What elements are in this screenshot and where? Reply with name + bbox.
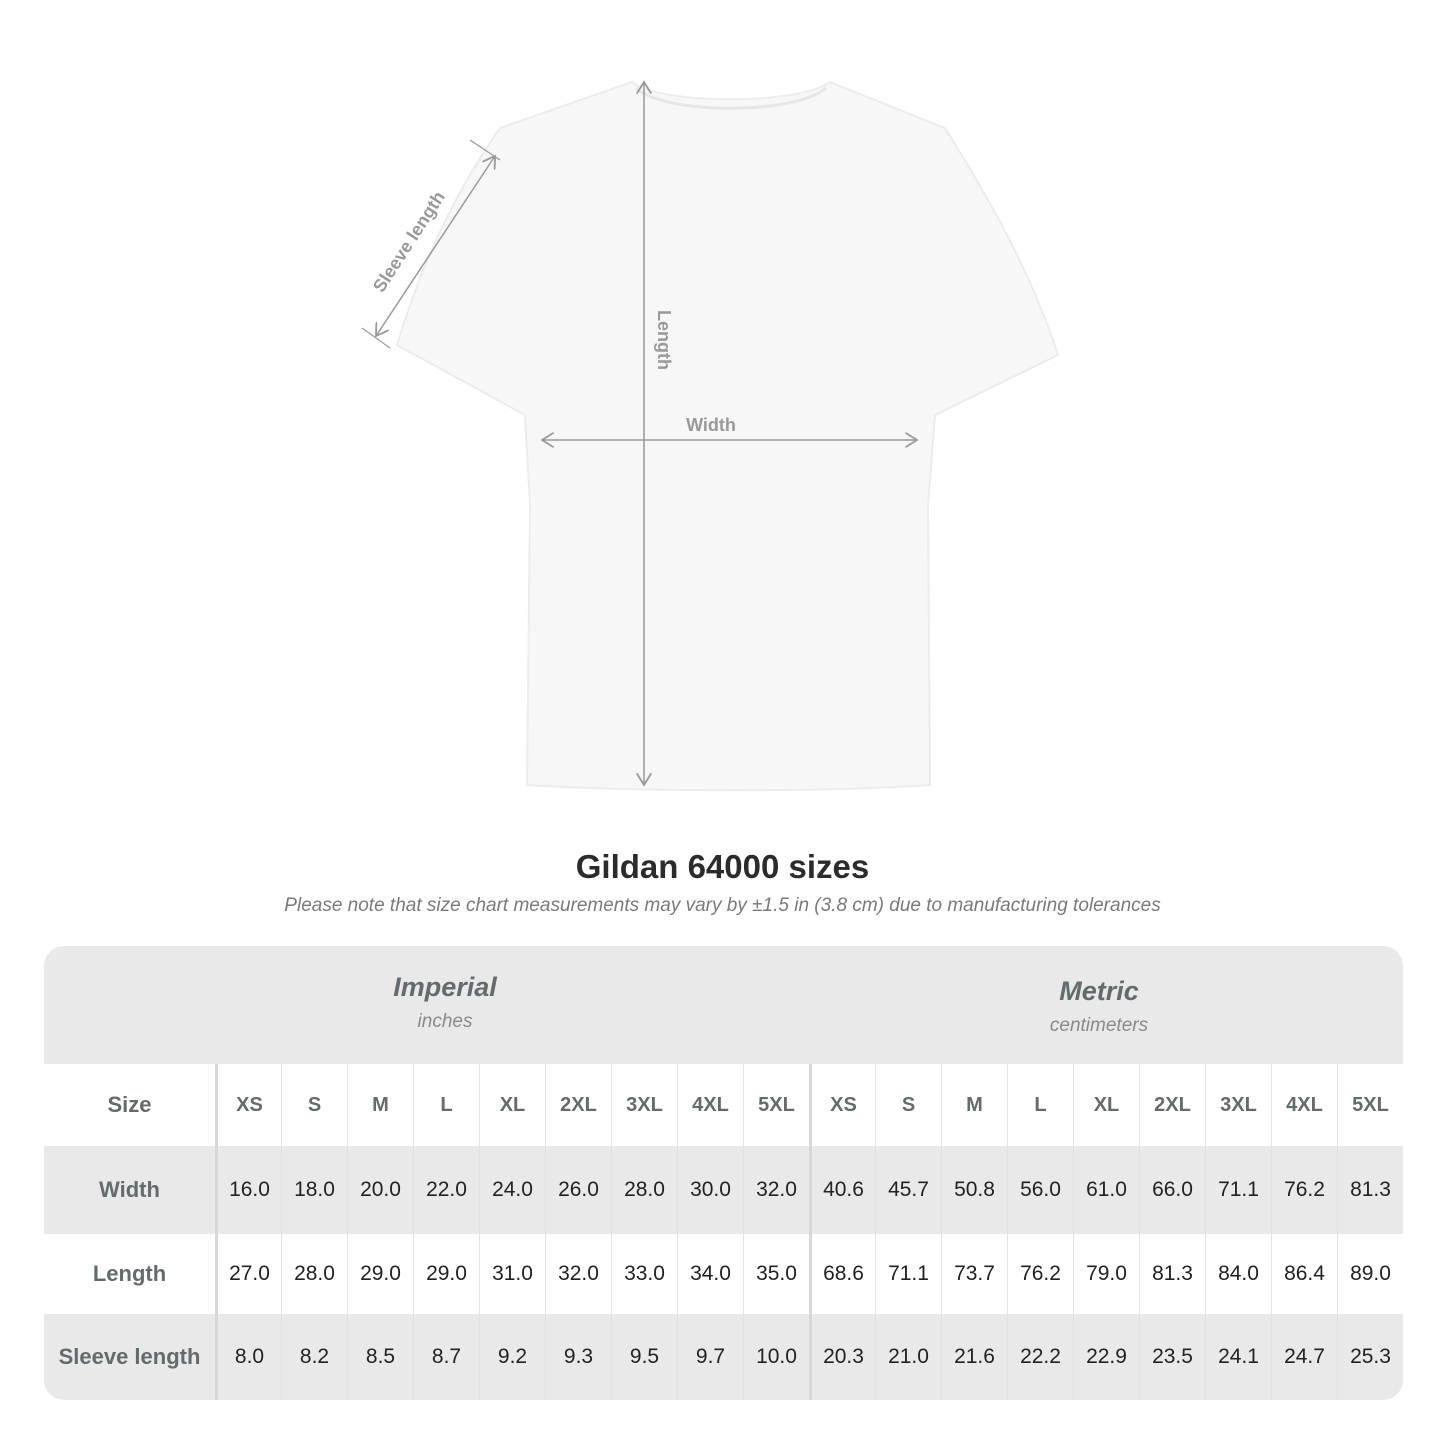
size-row: Size XS S M L XL 2XL 3XL 4XL 5XL XS S M L XL 2XL 3XL 4XL 5…: [44, 1064, 1403, 1146]
tolerance-note: Please note that size chart measurements…: [284, 895, 1161, 916]
metric-width-cell: 66.0: [1139, 1146, 1205, 1234]
width-label: Width: [686, 415, 736, 435]
row-label: Length: [92, 1261, 167, 1286]
imperial-size-header: 3XL: [611, 1064, 677, 1146]
metric-width-cell: 56.0: [1007, 1146, 1073, 1234]
metric-width-cell: 50.8: [941, 1146, 1007, 1234]
imperial-size-header: M: [347, 1064, 413, 1146]
row-label: Sleeve length: [58, 1344, 201, 1369]
metric-sleeve-cell: 20.3: [809, 1314, 875, 1400]
imperial-header: Imperial inches: [215, 946, 675, 1064]
metric-size-header: XL: [1073, 1064, 1139, 1146]
imperial-sleeve-cell: 9.3: [545, 1314, 611, 1400]
metric-width-cell: 61.0: [1073, 1146, 1139, 1234]
imperial-length-cell: 31.0: [479, 1234, 545, 1314]
size-table: Imperial inches Metric centimeters Size X…: [44, 946, 1403, 1400]
metric-width-cell: 40.6: [809, 1146, 875, 1234]
metric-length-cell: 81.3: [1139, 1234, 1205, 1314]
metric-width-cell: 81.3: [1337, 1146, 1403, 1234]
imperial-title: Imperial: [393, 972, 497, 1002]
metric-sleeve-cell: 24.7: [1271, 1314, 1337, 1400]
metric-sleeve-cell: 25.3: [1337, 1314, 1403, 1400]
length-row: Length 27.0 28.0 29.0 29.0 31.0 32.0 33.0 34.0 35…: [44, 1234, 1403, 1314]
metric-length-cell: 84.0: [1205, 1234, 1271, 1314]
imperial-length-cell: 32.0: [545, 1234, 611, 1314]
imperial-width-cell: 26.0: [545, 1146, 611, 1234]
metric-length-cell: 79.0: [1073, 1234, 1139, 1314]
metric-length-cell: 86.4: [1271, 1234, 1337, 1314]
metric-size-header: 2XL: [1139, 1064, 1205, 1146]
imperial-sleeve-cell: 10.0: [743, 1314, 809, 1400]
metric-length-cell: 71.1: [875, 1234, 941, 1314]
imperial-width-cell: 28.0: [611, 1146, 677, 1234]
metric-size-header: 4XL: [1271, 1064, 1337, 1146]
imperial-size-header: XS: [215, 1064, 281, 1146]
imperial-sleeve-cell: 8.7: [413, 1314, 479, 1400]
metric-header: Metric centimeters: [809, 946, 1389, 1064]
imperial-sleeve-cell: 9.2: [479, 1314, 545, 1400]
imperial-width-cell: 20.0: [347, 1146, 413, 1234]
imperial-width-cell: 18.0: [281, 1146, 347, 1234]
metric-title: Metric: [1059, 976, 1139, 1006]
imperial-size-header: L: [413, 1064, 479, 1146]
metric-unit: centimeters: [1049, 1015, 1149, 1036]
imperial-length-cell: 33.0: [611, 1234, 677, 1314]
imperial-length-cell: 28.0: [281, 1234, 347, 1314]
imperial-size-header: XL: [479, 1064, 545, 1146]
tshirt-diagram: Sleeve length Length Width: [361, 0, 1060, 792]
imperial-width-cell: 24.0: [479, 1146, 545, 1234]
metric-width-cell: 76.2: [1271, 1146, 1337, 1234]
page-title: Gildan 64000 sizes: [575, 848, 870, 885]
imperial-width-cell: 16.0: [215, 1146, 281, 1234]
imperial-sleeve-cell: 8.2: [281, 1314, 347, 1400]
imperial-size-header: 5XL: [743, 1064, 809, 1146]
metric-size-header: M: [941, 1064, 1007, 1146]
metric-length-cell: 68.6: [809, 1234, 875, 1314]
imperial-length-cell: 35.0: [743, 1234, 809, 1314]
imperial-unit: inches: [417, 1011, 473, 1032]
imperial-sleeve-cell: 9.7: [677, 1314, 743, 1400]
metric-sleeve-cell: 22.2: [1007, 1314, 1073, 1400]
imperial-size-header: 4XL: [677, 1064, 743, 1146]
metric-sleeve-cell: 22.9: [1073, 1314, 1139, 1400]
metric-length-cell: 76.2: [1007, 1234, 1073, 1314]
metric-size-header: XS: [809, 1064, 875, 1146]
sleeve-measure-line: [376, 156, 495, 336]
metric-width-cell: 45.7: [875, 1146, 941, 1234]
imperial-length-cell: 29.0: [413, 1234, 479, 1314]
metric-size-header: 5XL: [1337, 1064, 1403, 1146]
imperial-width-cell: 32.0: [743, 1146, 809, 1234]
metric-length-cell: 89.0: [1337, 1234, 1403, 1314]
length-label: Length: [654, 310, 674, 370]
metric-sleeve-cell: 23.5: [1139, 1314, 1205, 1400]
imperial-length-cell: 27.0: [215, 1234, 281, 1314]
metric-sleeve-cell: 24.1: [1205, 1314, 1271, 1400]
imperial-sleeve-cell: 8.5: [347, 1314, 413, 1400]
imperial-size-header: S: [281, 1064, 347, 1146]
row-label: Size: [107, 1092, 152, 1117]
metric-width-cell: 71.1: [1205, 1146, 1271, 1234]
metric-size-header: L: [1007, 1064, 1073, 1146]
row-label: Width: [99, 1177, 160, 1202]
imperial-width-cell: 22.0: [413, 1146, 479, 1234]
imperial-size-header: 2XL: [545, 1064, 611, 1146]
metric-size-header: S: [875, 1064, 941, 1146]
metric-sleeve-cell: 21.0: [875, 1314, 941, 1400]
tshirt-shape: [395, 80, 1060, 792]
metric-length-cell: 73.7: [941, 1234, 1007, 1314]
imperial-width-cell: 30.0: [677, 1146, 743, 1234]
metric-sleeve-cell: 21.6: [941, 1314, 1007, 1400]
imperial-sleeve-cell: 8.0: [215, 1314, 281, 1400]
width-row: Width 16.0 18.0 20.0 22.0 24.0 26.0 28.0 30.0 32.…: [44, 1146, 1403, 1234]
imperial-sleeve-cell: 9.5: [611, 1314, 677, 1400]
imperial-length-cell: 34.0: [677, 1234, 743, 1314]
imperial-length-cell: 29.0: [347, 1234, 413, 1314]
sleeve-length-row: Sleeve length 8.0 8.2 8.5 8.7 9.2 9.3 9.5 9.7 10.…: [44, 1314, 1403, 1400]
metric-size-header: 3XL: [1205, 1064, 1271, 1146]
